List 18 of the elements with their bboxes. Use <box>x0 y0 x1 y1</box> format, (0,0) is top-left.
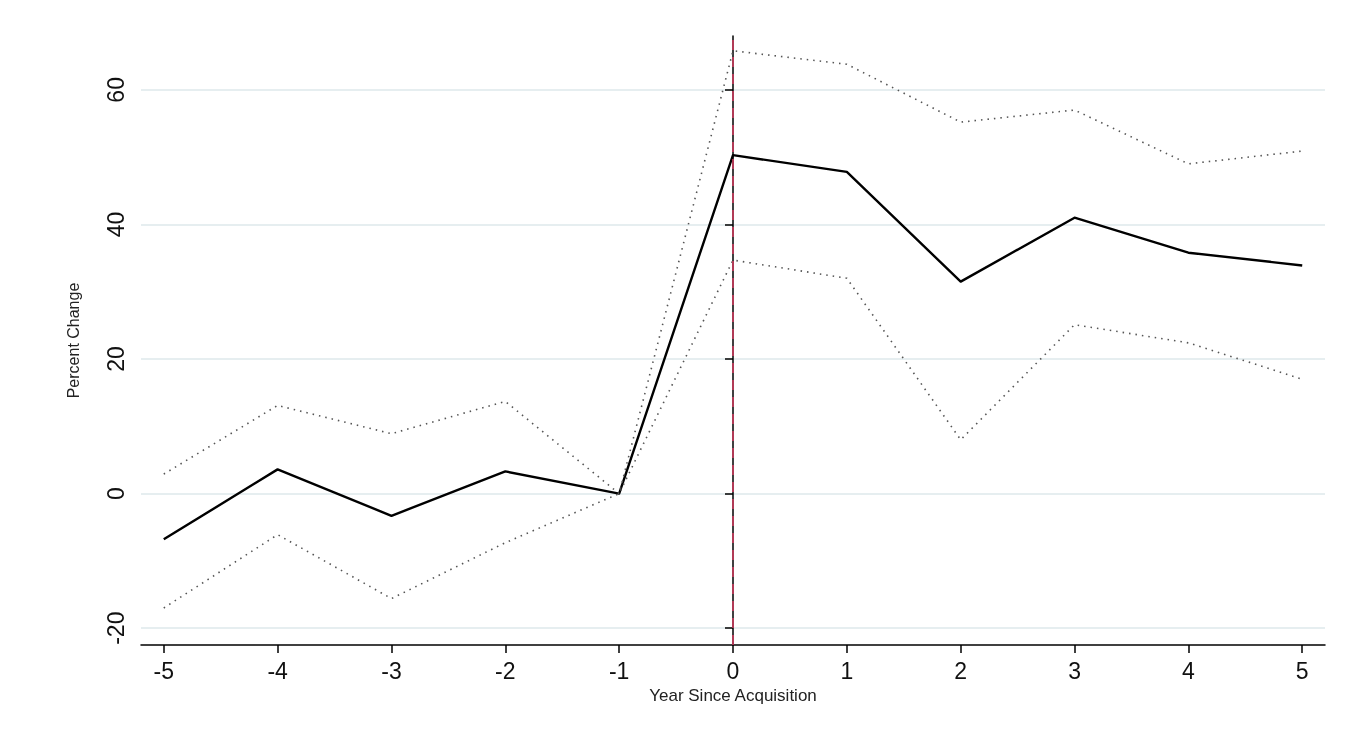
y-tick-label: 60 <box>102 77 129 103</box>
y-tick-label: 20 <box>102 346 129 372</box>
x-tick-label: 4 <box>1181 657 1195 684</box>
x-tick-label: 1 <box>840 657 854 684</box>
x-tick-label: -2 <box>495 657 516 684</box>
y-tick-label: 40 <box>102 211 129 238</box>
x-tick-label: 5 <box>1295 657 1309 684</box>
x-tick-label: -4 <box>267 657 289 684</box>
x-tick-label: 2 <box>954 657 968 684</box>
x-tick-label: 3 <box>1068 657 1081 684</box>
x-tick-label: -1 <box>608 657 630 684</box>
y-tick-label: -20 <box>102 611 129 645</box>
x-tick-label: 0 <box>726 657 740 684</box>
y-axis-title: Percent Change <box>64 282 82 399</box>
x-tick-label: -5 <box>153 657 174 684</box>
x-tick-label: -3 <box>381 657 402 684</box>
x-axis-title: Year Since Acquisition <box>649 686 817 705</box>
y-tick-label: 0 <box>102 487 129 500</box>
